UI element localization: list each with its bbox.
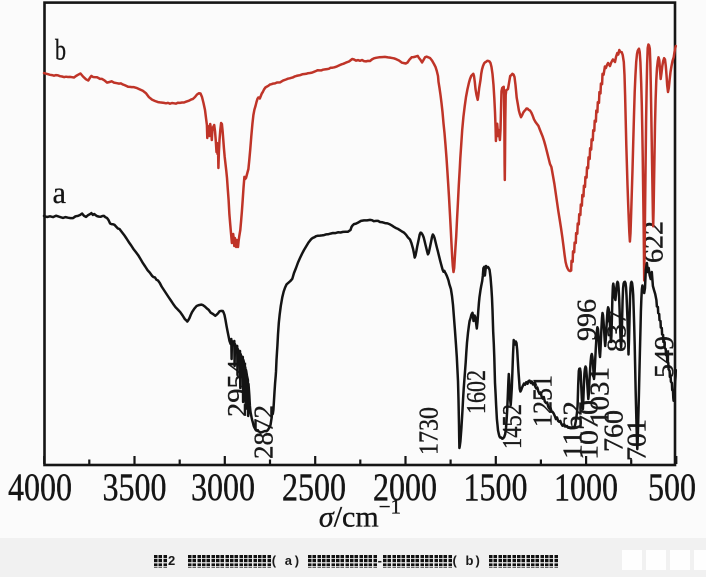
svg-text:2500: 2500 bbox=[282, 466, 346, 509]
svg-text:1602: 1602 bbox=[460, 370, 491, 414]
svg-text:b: b bbox=[55, 34, 66, 67]
svg-text:3000: 3000 bbox=[191, 466, 255, 509]
svg-text:1000: 1000 bbox=[554, 466, 618, 509]
svg-text:760: 760 bbox=[598, 410, 629, 452]
svg-text:1730: 1730 bbox=[413, 407, 444, 455]
svg-text:500: 500 bbox=[648, 466, 696, 509]
svg-text:a: a bbox=[53, 175, 67, 210]
svg-text:3500: 3500 bbox=[103, 466, 167, 509]
svg-text:1500: 1500 bbox=[464, 466, 528, 509]
svg-text:1452: 1452 bbox=[496, 404, 527, 449]
svg-text:σ/cm−1: σ/cm−1 bbox=[319, 495, 401, 534]
svg-text:2000: 2000 bbox=[373, 466, 437, 509]
svg-text:4000: 4000 bbox=[8, 466, 72, 509]
svg-text:1162: 1162 bbox=[557, 401, 588, 459]
